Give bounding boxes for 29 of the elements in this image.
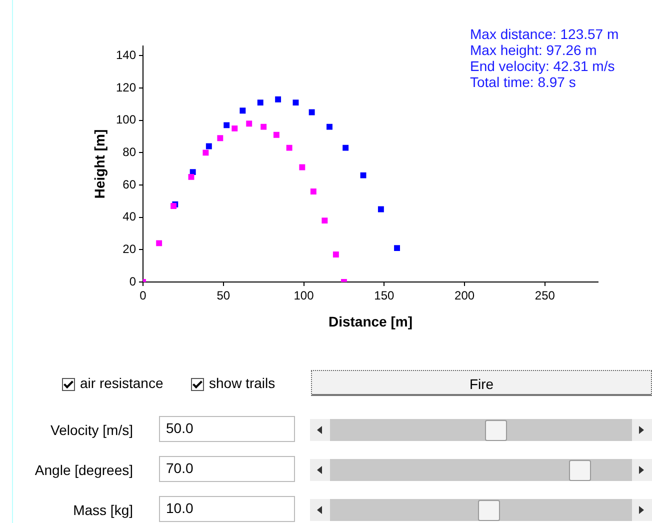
y-tick-label: 140	[116, 48, 136, 62]
text: 50.0	[159, 416, 295, 442]
y-tick-label: 20	[122, 242, 136, 256]
text: air resistance	[80, 375, 164, 391]
y-tick-label: 40	[122, 210, 136, 224]
annotation: Max height: 97.26 m	[470, 42, 597, 58]
y-tick-label: 0	[129, 274, 136, 288]
annotation: End velocity: 42.31 m/s	[470, 58, 615, 74]
y-tick-label: 80	[122, 144, 136, 159]
x-tick-label: 50	[216, 288, 230, 303]
x-tick-label: 100	[294, 288, 314, 303]
x-axis-title: Distance [m]	[328, 313, 413, 330]
text: show trails	[209, 375, 276, 391]
x-tick-label: 150	[374, 288, 394, 303]
y-tick-label: 120	[116, 80, 136, 94]
text: 10.0	[159, 496, 295, 522]
annotation: Total time: 8.97 s	[470, 74, 576, 90]
y-tick-label: 60	[122, 177, 136, 192]
x-tick-label: 0	[140, 288, 147, 303]
text: Fire	[311, 370, 652, 396]
x-tick-label: 250	[534, 288, 556, 303]
text: Max distance: 123.57 m	[470, 26, 619, 42]
text: Angle [degrees]	[34, 462, 133, 478]
x-tick-label: 200	[454, 288, 475, 303]
text: Velocity [m/s]	[50, 422, 133, 438]
text: 70.0	[159, 456, 295, 482]
y-tick-label: 100	[116, 112, 136, 127]
y-axis-title: Height [m]	[91, 129, 108, 199]
text: Mass [kg]	[73, 502, 133, 518]
